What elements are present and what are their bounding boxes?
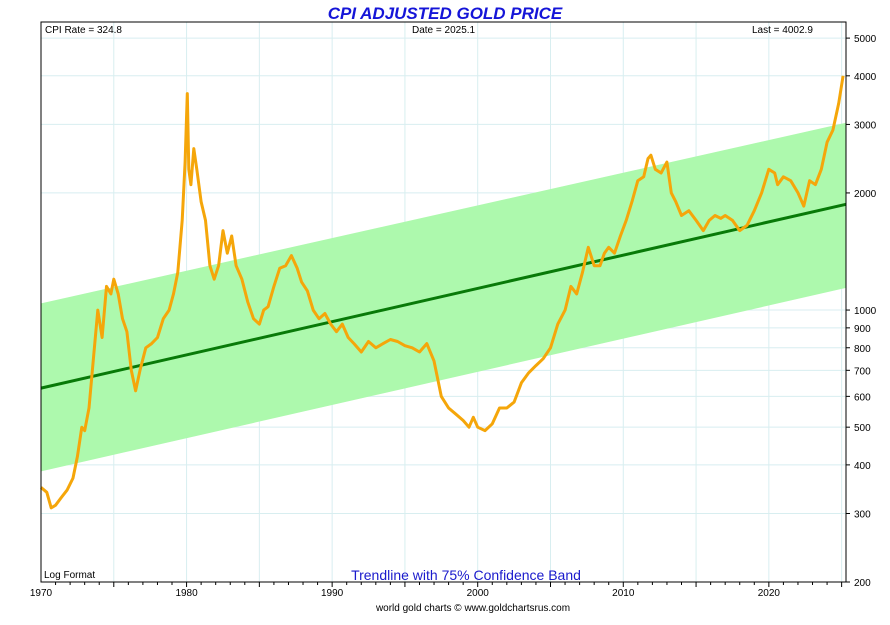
- x-tick-label: 2010: [612, 588, 635, 599]
- y-tick-label: 5000: [854, 34, 877, 45]
- credit-label: world gold charts © www.goldchartsrus.co…: [375, 603, 570, 614]
- plot-frame: [40, 21, 847, 583]
- y-tick-label: 3000: [854, 120, 877, 131]
- y-tick-label: 300: [854, 509, 871, 520]
- x-tick-label: 1990: [321, 588, 344, 599]
- trend-line: [40, 202, 847, 390]
- y-tick-label: 2000: [854, 189, 877, 200]
- x-tick-label: 2000: [467, 588, 490, 599]
- y-tick-label: 400: [854, 461, 871, 472]
- y-tick-label: 900: [854, 324, 871, 335]
- y-tick-label: 1000: [854, 306, 877, 317]
- y-tick-label: 700: [854, 366, 871, 377]
- y-tick-label: 200: [854, 578, 871, 589]
- y-axis: 5000 4000 3000 2000 1000 900 800 700 600 500 400 30…: [846, 34, 877, 589]
- x-tick-label: 1970: [30, 588, 53, 599]
- last-price-label: Last = 4002.9: [752, 25, 813, 36]
- log-format-label: Log Format: [44, 570, 95, 581]
- trendline-band-label: Trendline with 75% Confidence Band: [351, 567, 581, 583]
- y-tick-label: 800: [854, 344, 871, 355]
- price-line: [40, 75, 845, 510]
- x-axis: 1970 1980 1990 2000 2010 2020: [30, 582, 843, 599]
- cpi-rate-label: CPI Rate = 324.8: [45, 25, 122, 36]
- chart-title: CPI ADJUSTED GOLD PRICE: [328, 4, 563, 23]
- date-label: Date = 2025.1: [412, 25, 476, 36]
- y-tick-label: 500: [854, 423, 871, 434]
- x-tick-label: 2020: [758, 588, 781, 599]
- y-tick-label: 4000: [854, 72, 877, 83]
- x-tick-label: 1980: [175, 588, 198, 599]
- y-tick-label: 600: [854, 392, 871, 403]
